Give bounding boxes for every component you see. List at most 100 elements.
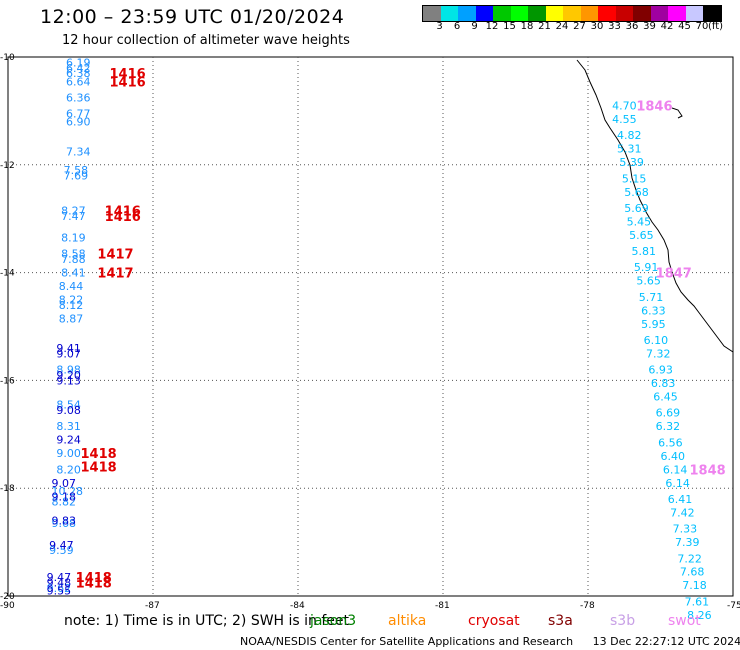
wave-height-value: 4.82 (617, 129, 642, 142)
wave-height-value: 5.65 (636, 275, 661, 288)
wave-height-value: 6.32 (656, 420, 681, 433)
colorbar-label: 9 (471, 21, 478, 32)
wave-height-value: 6.64 (66, 75, 91, 88)
colorbar-swatch (458, 6, 476, 21)
coastline (576, 59, 734, 353)
wave-height-value: 6.90 (66, 116, 91, 129)
wave-height-value: 6.36 (66, 91, 91, 104)
wave-height-value: 7.33 (673, 523, 698, 536)
wave-height-value: 6.45 (653, 391, 678, 404)
wave-height-value: 6.77 (66, 108, 91, 121)
wave-height-value: 9.47 (47, 571, 72, 584)
pass-time-label: 1417 (97, 267, 133, 282)
wave-height-value: 8.22 (59, 294, 84, 307)
wave-height-value: 8.31 (56, 420, 80, 433)
wave-height-value: 9.47 (49, 539, 73, 552)
page-title: 12:00 – 23:59 UTC 01/20/2024 (40, 6, 345, 28)
footer-timestamp: 13 Dec 22:27:12 UTC 2024 (592, 635, 740, 648)
wave-height-value: 5.91 (634, 261, 659, 274)
wave-height-value: 9.48 (47, 577, 72, 590)
lat-tick-label: -14 (0, 269, 15, 279)
pass-time-label: 1417 (97, 248, 133, 263)
wave-height-value: 7.39 (675, 536, 700, 549)
colorbar-swatch (510, 6, 528, 21)
colorbar-swatch (528, 6, 546, 21)
wave-height-value: 8.20 (56, 463, 80, 476)
wave-height-value: 5.39 (619, 156, 644, 169)
wave-height-value: 8.41 (61, 267, 86, 280)
colorbar-swatch (598, 6, 616, 21)
wave-height-value: 6.38 (66, 67, 91, 80)
pass-time-label: 1416 (105, 205, 141, 220)
colorbar-label: 6 (453, 21, 461, 32)
wave-height-value: 7.58 (64, 164, 88, 177)
wave-height-value: 5.68 (624, 186, 649, 199)
colorbar-label: 42 (660, 21, 674, 32)
wave-height-value: 6.69 (656, 407, 681, 420)
colorbar-swatch (703, 6, 721, 21)
pass-time-label: 1846 (636, 100, 672, 115)
wave-height-value: 6.40 (661, 450, 686, 463)
wave-height-value: 6.93 (648, 364, 673, 377)
wave-height-value: 9.55 (47, 585, 72, 598)
wave-height-value: 9.08 (56, 404, 80, 417)
lat-tick-label: -18 (0, 484, 15, 494)
wave-height-value: 6.83 (651, 377, 676, 390)
colorbar-label: 15 (503, 21, 516, 32)
wave-height-value: 9.20 (56, 369, 80, 382)
wave-height-value: 7.42 (670, 506, 695, 519)
wave-height-value: 7.47 (61, 210, 86, 223)
pass-time-label: 1416 (110, 67, 146, 82)
wave-height-colorbar (422, 5, 722, 22)
wave-height-value: 8.82 (52, 496, 77, 509)
wave-height-value: 7.68 (680, 566, 705, 579)
wave-height-value: 5.45 (627, 215, 652, 228)
page-subtitle: 12 hour collection of altimeter wave hei… (62, 33, 350, 48)
wave-height-value: 5.69 (624, 202, 649, 215)
lon-tick-label: -81 (435, 601, 450, 611)
colorbar-label: 45 (678, 21, 691, 32)
wave-height-value: 10.28 (52, 485, 84, 498)
lat-tick-label: -16 (0, 376, 15, 386)
lon-tick-label: -78 (580, 601, 595, 611)
wave-height-value: 8.26 (687, 609, 712, 622)
wave-height-value: 6.42 (66, 62, 91, 75)
wave-height-value: 9.24 (56, 434, 80, 447)
colorbar-label: 3 (436, 21, 443, 32)
colorbar-label: 70 (695, 21, 709, 32)
footer-agency: NOAA/NESDIS Center for Satellite Applica… (240, 635, 574, 648)
colorbar-label: 39 (643, 21, 656, 32)
pass-time-label: 1418 (76, 577, 112, 592)
wave-height-value: 8.58 (61, 248, 86, 261)
lon-tick-label: -84 (290, 601, 305, 611)
coastline-islet (671, 107, 683, 119)
wave-height-value: 6.19 (66, 56, 91, 69)
wave-height-value: 7.22 (677, 552, 702, 565)
wave-height-value: 7.61 (685, 595, 710, 608)
wave-height-value: 5.65 (629, 229, 654, 242)
footer: NOAA/NESDIS Center for Satellite Applica… (240, 635, 740, 648)
colorbar-swatch (493, 6, 511, 21)
wave-height-value: 9.07 (52, 477, 77, 490)
wave-height-value: 6.14 (665, 477, 690, 490)
wave-height-value: 6.56 (658, 436, 683, 449)
wave-height-value: 5.95 (641, 318, 666, 331)
colorbar-label: 18 (520, 21, 534, 32)
colorbar-swatch (440, 6, 458, 21)
wave-height-value: 8.27 (61, 205, 86, 218)
pass-time-label: 1416 (110, 75, 146, 90)
lon-tick-label: -90 (0, 601, 15, 611)
wave-height-value: 9.83 (52, 515, 77, 528)
wave-height-value: 9.41 (56, 342, 80, 355)
wave-height-value: 9.00 (56, 447, 80, 460)
wave-height-value: 8.44 (59, 280, 84, 293)
colorbar-swatch (668, 6, 686, 21)
colorbar-label: (ft) (707, 21, 724, 32)
satellite-legend-s3b: s3b (610, 613, 636, 629)
wave-height-value: 8.12 (59, 299, 84, 312)
wave-height-value: 7.34 (66, 145, 91, 158)
colorbar-swatch (580, 6, 598, 21)
lat-tick-label: -10 (0, 53, 15, 63)
satellite-legend-jason3: jason3 (310, 613, 357, 629)
